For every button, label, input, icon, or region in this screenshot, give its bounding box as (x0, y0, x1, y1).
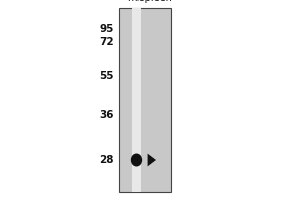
Text: 55: 55 (100, 71, 114, 81)
Polygon shape (148, 154, 156, 166)
Bar (132, 8, 141, 192)
Ellipse shape (131, 154, 142, 166)
Text: 28: 28 (100, 155, 114, 165)
Text: m.spleen: m.spleen (128, 0, 172, 3)
Text: 95: 95 (100, 24, 114, 34)
Text: 72: 72 (99, 37, 114, 47)
Text: 36: 36 (100, 110, 114, 120)
Bar (118, 8, 171, 192)
